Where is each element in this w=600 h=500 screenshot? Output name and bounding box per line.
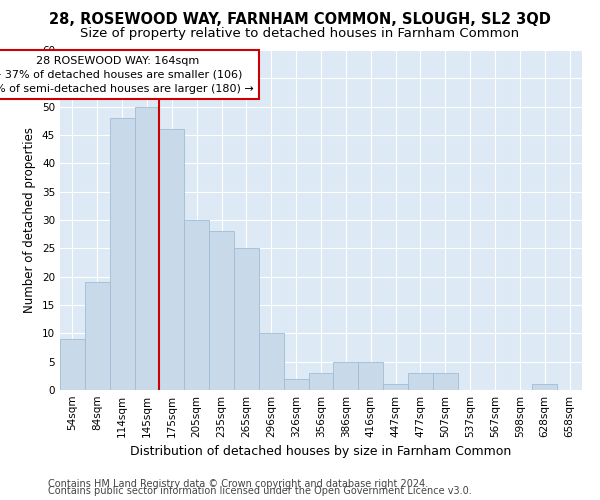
Text: 28 ROSEWOOD WAY: 164sqm
← 37% of detached houses are smaller (106)
63% of semi-d: 28 ROSEWOOD WAY: 164sqm ← 37% of detache… bbox=[0, 56, 254, 94]
Bar bbox=[85, 282, 110, 390]
Bar bbox=[383, 384, 408, 390]
Bar bbox=[334, 362, 358, 390]
Bar bbox=[234, 248, 259, 390]
X-axis label: Distribution of detached houses by size in Farnham Common: Distribution of detached houses by size … bbox=[130, 446, 512, 458]
Bar bbox=[60, 339, 85, 390]
Bar bbox=[358, 362, 383, 390]
Bar bbox=[284, 378, 308, 390]
Bar bbox=[259, 334, 284, 390]
Text: Size of property relative to detached houses in Farnham Common: Size of property relative to detached ho… bbox=[80, 28, 520, 40]
Bar bbox=[134, 106, 160, 390]
Y-axis label: Number of detached properties: Number of detached properties bbox=[23, 127, 37, 313]
Bar bbox=[209, 232, 234, 390]
Bar bbox=[532, 384, 557, 390]
Bar bbox=[110, 118, 134, 390]
Bar bbox=[184, 220, 209, 390]
Text: Contains public sector information licensed under the Open Government Licence v3: Contains public sector information licen… bbox=[48, 486, 472, 496]
Text: 28, ROSEWOOD WAY, FARNHAM COMMON, SLOUGH, SL2 3QD: 28, ROSEWOOD WAY, FARNHAM COMMON, SLOUGH… bbox=[49, 12, 551, 28]
Bar bbox=[160, 130, 184, 390]
Bar bbox=[408, 373, 433, 390]
Bar bbox=[308, 373, 334, 390]
Text: Contains HM Land Registry data © Crown copyright and database right 2024.: Contains HM Land Registry data © Crown c… bbox=[48, 479, 428, 489]
Bar bbox=[433, 373, 458, 390]
